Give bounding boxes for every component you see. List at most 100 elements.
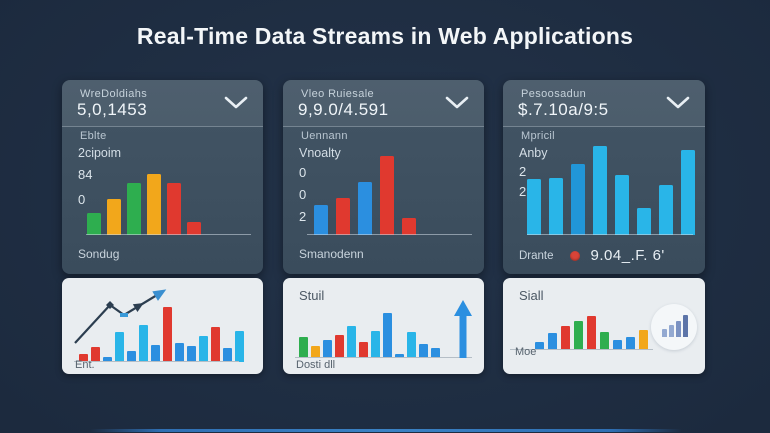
y-axis-ticks: 0 0 2 <box>299 162 306 228</box>
bar <box>407 332 416 358</box>
bar <box>574 321 583 350</box>
mini-card-label: Dosti dll <box>296 359 336 371</box>
card-header: Pesoosadun $.7.10a/9:5 <box>503 80 705 127</box>
bar-chart <box>314 155 416 235</box>
metric-label: 2cipoim <box>78 146 122 160</box>
arrowhead-icon <box>152 289 167 301</box>
status-label: Drante <box>519 249 554 262</box>
bar <box>115 332 124 362</box>
mini-bar-chart-icon <box>662 313 688 337</box>
bar <box>419 343 428 358</box>
bar <box>395 353 404 358</box>
y-tick-label: 2 <box>519 164 527 179</box>
bar <box>91 347 100 362</box>
bar <box>347 325 356 358</box>
bar-chart <box>87 171 201 235</box>
bar <box>593 145 607 235</box>
bar <box>87 212 101 235</box>
y-tick-label: 2 <box>299 209 307 224</box>
up-arrow-icon <box>454 300 472 358</box>
bar <box>613 340 622 350</box>
bottom-accent-line <box>90 429 682 432</box>
x-axis-line <box>527 234 693 235</box>
bar <box>615 174 629 235</box>
chevron-down-icon[interactable] <box>445 96 469 110</box>
bar <box>371 330 380 358</box>
bar <box>311 346 320 358</box>
mini-axis-line <box>74 361 239 362</box>
bar <box>335 335 344 358</box>
bar <box>235 330 244 362</box>
mini-axis-line <box>295 357 472 358</box>
status-dot-icon <box>569 250 580 261</box>
y-tick-label: 0 <box>78 192 86 207</box>
bar <box>299 337 308 358</box>
card-value: 9,9.0/4.591 <box>298 100 389 119</box>
stream-card-1: WreDoldiahs 5,0,1453 Eblte 2cipoim 84 0 S… <box>62 80 263 274</box>
bar <box>549 177 563 235</box>
bar-chart <box>527 144 695 235</box>
bar <box>669 325 674 337</box>
bar <box>380 155 394 235</box>
y-tick-label: 0 <box>299 187 307 202</box>
mini-chart-card-3: Siall Moe <box>503 278 705 374</box>
chart-badge-button[interactable] <box>651 304 697 350</box>
card-title: Vleo Ruiesale <box>301 88 375 100</box>
bar <box>147 174 161 235</box>
card-title: WreDoldiahs <box>80 88 148 100</box>
card-header: WreDoldiahs 5,0,1453 <box>62 80 263 127</box>
bar <box>600 332 609 350</box>
bar <box>383 312 392 358</box>
bar <box>107 198 121 235</box>
mini-bar-chart <box>535 312 648 350</box>
bar <box>199 336 208 362</box>
mini-bar-chart <box>79 302 244 362</box>
bar <box>683 314 688 337</box>
stream-panel-1: WreDoldiahs 5,0,1453 Eblte 2cipoim 84 0 S… <box>62 80 263 375</box>
arrow-marker-icon <box>132 302 144 312</box>
bar <box>175 342 184 362</box>
bar <box>548 332 557 350</box>
bar <box>561 326 570 350</box>
bar <box>676 320 681 337</box>
bar <box>535 342 544 350</box>
stream-card-2: Vleo Ruiesale 9,9.0/4.591 Uennann Vnoalt… <box>283 80 484 274</box>
y-tick-label: 2 <box>519 184 527 199</box>
x-axis-line <box>86 234 251 235</box>
bar <box>587 316 596 350</box>
bar <box>314 204 328 235</box>
bar <box>127 351 136 362</box>
bar <box>167 182 181 235</box>
bar <box>431 348 440 358</box>
bar <box>139 324 148 362</box>
bar <box>103 357 112 362</box>
card-title: Pesoosadun <box>521 88 587 100</box>
sub-label: Mpricil <box>521 130 555 142</box>
status-value: 9.04_.F. 6' <box>590 247 665 264</box>
page-title: Real-Time Data Streams in Web Applicatio… <box>136 23 634 49</box>
bar <box>639 329 648 350</box>
mini-card-label: Ent. <box>75 359 95 371</box>
mini-card-title: Stuil <box>299 288 325 303</box>
chevron-down-icon[interactable] <box>224 96 248 110</box>
bar <box>223 348 232 362</box>
bar <box>626 337 635 350</box>
bar <box>358 182 372 235</box>
tick-marker-icon <box>120 313 128 317</box>
stream-panel-2: Vleo Ruiesale 9,9.0/4.591 Uennann Vnoalt… <box>283 80 484 375</box>
mini-axis-line <box>510 349 653 350</box>
x-axis-line <box>307 234 472 235</box>
bar <box>681 150 695 235</box>
bar <box>127 182 141 235</box>
bar <box>336 198 350 235</box>
bar <box>359 341 368 358</box>
metric-label: Anby <box>519 146 548 160</box>
sub-label: Uennann <box>301 130 348 142</box>
chevron-down-icon[interactable] <box>666 96 690 110</box>
bar <box>187 222 201 235</box>
bar <box>187 345 196 362</box>
diamond-marker-icon <box>106 301 114 309</box>
card-value: 5,0,1453 <box>77 100 148 119</box>
